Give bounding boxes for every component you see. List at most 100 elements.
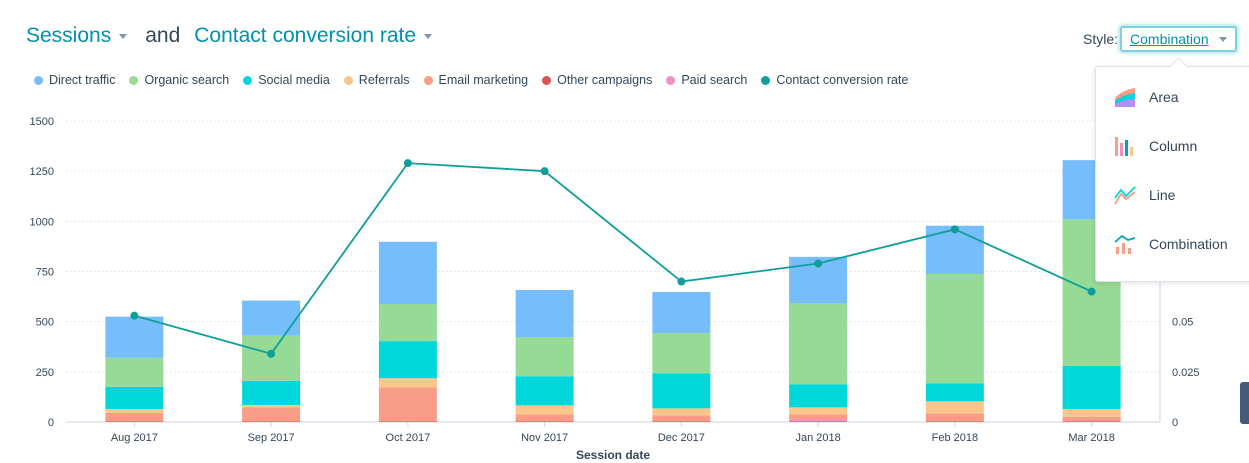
bar-segment	[105, 421, 164, 422]
style-dropdown-button[interactable]: Combination	[1120, 26, 1237, 52]
bar-segment	[378, 421, 437, 422]
style-option-column[interactable]: Column	[1114, 135, 1197, 157]
legend-dot-icon	[542, 75, 552, 85]
y-right-tick-label: 0.05	[1172, 317, 1193, 329]
legend-label: Organic search	[144, 73, 230, 87]
legend-label: Direct traffic	[49, 73, 116, 87]
bar-segment	[378, 378, 437, 388]
bar-segment	[105, 386, 164, 409]
style-option-label: Area	[1149, 89, 1179, 105]
bar-segment	[789, 303, 848, 385]
conversion-rate-point	[540, 167, 549, 176]
bar-segment	[1062, 408, 1121, 417]
bar-segment	[515, 337, 574, 377]
legend-label: Other campaigns	[557, 73, 653, 87]
conversion-rate-point	[814, 259, 823, 268]
legend-label: Social media	[258, 73, 330, 87]
bar-segment	[1062, 421, 1121, 422]
bar-segment	[925, 273, 984, 384]
y-tick-label: 500	[36, 317, 54, 329]
legend-item[interactable]: Paid search	[666, 73, 747, 87]
legend-item[interactable]: Referrals	[343, 73, 410, 87]
conversion-rate-point	[130, 311, 139, 320]
x-tick-label: Aug 2017	[111, 432, 158, 444]
y-tick-label: 1000	[30, 216, 54, 228]
legend-dot-icon	[343, 75, 353, 85]
bar-segment	[652, 408, 711, 416]
area-chart-icon	[1115, 88, 1135, 107]
style-option-area[interactable]: Area	[1114, 86, 1179, 108]
conversion-rate-line	[134, 162, 1092, 355]
legend-label: Contact conversion rate	[776, 73, 909, 87]
chevron-down-icon	[119, 33, 128, 39]
bar-segment	[515, 289, 574, 338]
sessions-metric-dropdown[interactable]: Sessions	[26, 24, 128, 48]
chart-style-dropdown: Area Column Line Combination	[1095, 57, 1249, 282]
title-connector: and	[145, 24, 181, 47]
legend-dot-icon	[129, 75, 139, 85]
legend-dot-icon	[423, 75, 433, 85]
conversion-rate-point	[403, 159, 412, 168]
style-label: Style:	[1083, 31, 1119, 47]
bar-segment	[652, 421, 711, 422]
legend-item[interactable]: Organic search	[129, 73, 229, 87]
legend-dot-icon	[666, 75, 676, 85]
style-option-line[interactable]: Line	[1114, 184, 1175, 206]
style-option-label: Line	[1149, 187, 1176, 203]
y-tick-label: 1250	[30, 166, 54, 178]
style-option-combination[interactable]: Combination	[1114, 233, 1228, 255]
chevron-down-icon	[1218, 36, 1227, 42]
side-panel-tab[interactable]	[1240, 382, 1249, 424]
style-value: Combination	[1130, 31, 1209, 47]
bar-segment	[242, 380, 301, 405]
bar-segment	[789, 421, 848, 422]
y-tick-label: 250	[36, 367, 54, 379]
bar-segment	[925, 383, 984, 402]
legend-label: Email marketing	[438, 73, 529, 87]
bar-segment	[378, 304, 437, 342]
conversion-metric-dropdown[interactable]: Contact conversion rate	[194, 24, 433, 48]
sessions-metric-label: Sessions	[26, 24, 112, 47]
y-right-tick-label: 0.025	[1172, 367, 1200, 379]
style-option-label: Combination	[1149, 236, 1228, 252]
legend-item[interactable]: Other campaigns	[542, 73, 652, 87]
x-axis-title: Session date	[576, 448, 650, 462]
conversion-rate-point	[950, 225, 959, 234]
x-tick-label: Mar 2018	[1068, 432, 1114, 444]
legend-item[interactable]: Social media	[243, 73, 330, 87]
x-tick-label: Sep 2017	[248, 432, 295, 444]
bar-segment	[242, 300, 301, 336]
bar-segment	[515, 405, 574, 415]
x-tick-label: Jan 2018	[795, 432, 840, 444]
legend-item[interactable]: Email marketing	[423, 73, 529, 87]
bar-segment	[378, 341, 437, 379]
y-tick-label: 0	[48, 417, 54, 429]
chart-legend: Direct traffic Organic search Social media…	[34, 73, 922, 87]
bar-segment	[105, 408, 164, 413]
x-tick-label: Oct 2017	[386, 432, 431, 444]
bar-segment	[105, 357, 164, 387]
legend-dot-icon	[761, 75, 771, 85]
style-selector: Style: Combination	[1083, 26, 1237, 52]
legend-dot-icon	[243, 75, 253, 85]
legend-item[interactable]: Direct traffic	[34, 73, 115, 87]
x-tick-label: Feb 2018	[932, 432, 978, 444]
column-chart-icon	[1115, 137, 1133, 156]
bar-segment	[789, 407, 848, 415]
bar-segment	[378, 241, 437, 305]
bar-segment	[652, 291, 711, 334]
bar-segment	[1062, 416, 1121, 421]
conversion-rate-point	[1087, 287, 1096, 296]
combination-chart-icon	[1114, 234, 1136, 254]
bar-segment	[925, 401, 984, 414]
bar-segment	[515, 376, 574, 406]
bar-segment	[242, 404, 301, 408]
bar-segment	[652, 373, 711, 409]
legend-item[interactable]: Contact conversion rate	[761, 73, 908, 87]
line-chart-icon	[1114, 186, 1136, 205]
bar-segment	[789, 384, 848, 408]
bar-segment	[789, 414, 848, 420]
bar-segment	[789, 419, 848, 422]
conversion-rate-point	[267, 349, 276, 358]
